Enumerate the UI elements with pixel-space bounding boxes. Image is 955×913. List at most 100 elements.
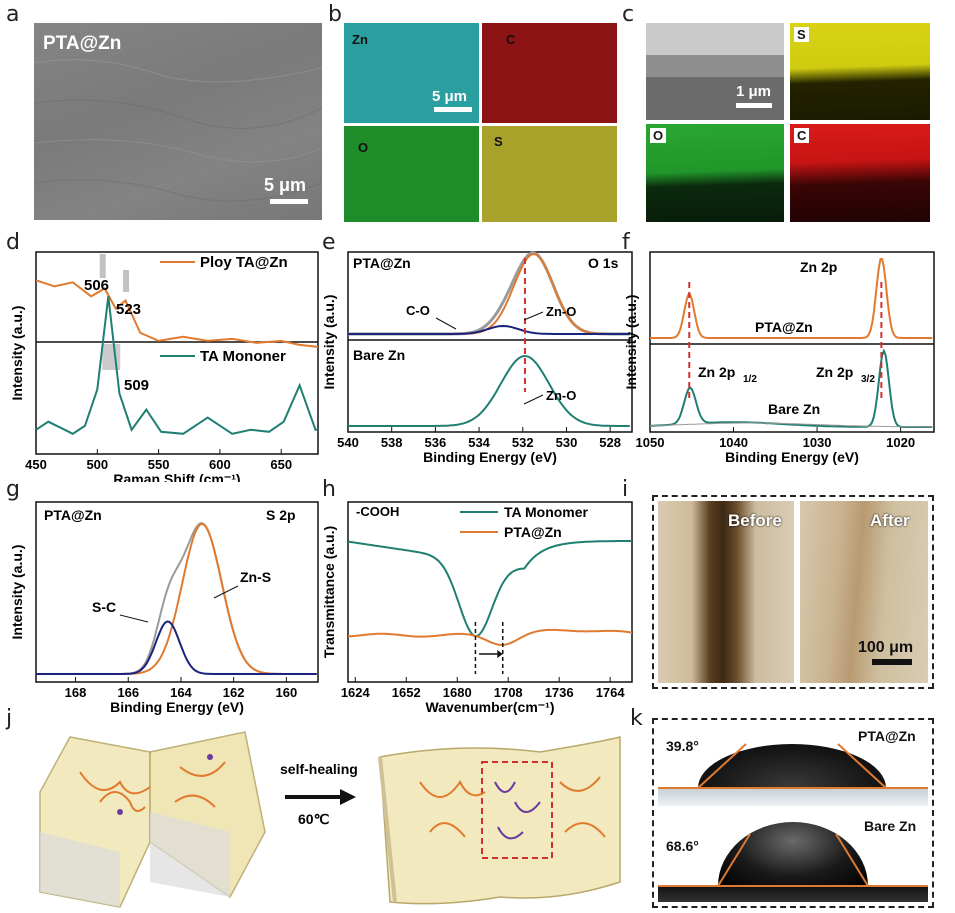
temperature-label: 60℃ [298, 811, 330, 827]
ftir-chart: 1624 1652 1680 1708 1736 1764 Wavenumber(cm⁻¹)… [321, 501, 633, 715]
panel-letter-i: i [622, 477, 629, 502]
peak-label-sub: 1/2 [743, 374, 757, 385]
element-label: S 2p [266, 507, 296, 523]
eds-cross-s: S [790, 23, 930, 120]
legend-label: PTA@Zn [504, 524, 562, 540]
pointer-arrow [523, 311, 544, 321]
component-label: Zn-O [546, 304, 576, 319]
peak-label: Zn 2p [816, 364, 853, 380]
micrograph-frame: Before After 100 μm [652, 495, 934, 689]
x-tick-label: 1680 [443, 685, 472, 700]
panel-letter-c: c [622, 2, 635, 27]
sem-coating-layer [646, 55, 784, 77]
peak-marker [99, 254, 106, 278]
x-tick-label: 600 [209, 457, 231, 472]
x-tick-label: 1020 [886, 435, 915, 450]
y-axis-title: Intensity (a.u.) [623, 295, 639, 390]
x-tick-label: 450 [25, 457, 47, 472]
substrate [658, 788, 928, 806]
contact-angle-value: 39.8° [666, 738, 699, 754]
eds-element-label: O [650, 128, 667, 143]
pointer-arrow [523, 394, 544, 405]
y-axis-title: Intensity (a.u.) [321, 295, 337, 390]
panel-letter-e: e [322, 230, 336, 255]
plot-frame [347, 501, 633, 683]
series-line-pta-zn [347, 628, 633, 646]
x-axis-title: Wavenumber(cm⁻¹) [425, 699, 554, 715]
envelope-line [36, 522, 317, 675]
eds-map-s: S [482, 126, 617, 222]
series-line-ta-mononer [35, 296, 318, 435]
component-label: Zn-O [546, 388, 576, 403]
micrograph-before: Before [658, 501, 794, 683]
x-tick-label: 538 [381, 435, 403, 450]
scale-bar [270, 199, 308, 204]
pointer-arrow [119, 614, 149, 623]
panel-letter-b: b [328, 2, 342, 27]
eds-element-label: Zn [352, 32, 368, 47]
cross-section-sem: 1 μm [646, 23, 784, 120]
x-tick-label: 160 [276, 685, 298, 700]
x-tick-label: 1764 [596, 685, 626, 700]
eds-map-zn: Zn 5 μm [344, 23, 479, 123]
plot-frame [35, 251, 319, 455]
baseline-fit [650, 422, 933, 428]
polymer-block-healed [378, 736, 621, 905]
sample-label: PTA@Zn [353, 255, 411, 271]
x-tick-label: 540 [337, 435, 359, 450]
peak-marker [102, 344, 121, 370]
bare-zn-line [348, 354, 630, 427]
plot-frame [649, 251, 935, 433]
scale-bar [872, 659, 912, 665]
y-axis-title: Intensity (a.u.) [9, 306, 25, 401]
plot-frame [347, 251, 633, 433]
self-healing-schematic: self-healing 60℃ [39, 731, 621, 908]
panel-letter-f: f [622, 230, 630, 255]
scale-bar-label: 100 μm [858, 639, 914, 656]
sample-label: PTA@Zn [858, 728, 916, 744]
x-tick-label: 650 [270, 457, 292, 472]
self-healing-arrow: self-healing 60℃ [280, 761, 358, 827]
eds-map-o: O [344, 126, 479, 222]
panel-letter-k: k [630, 706, 643, 731]
sem-texture [34, 59, 322, 202]
sem-image-pta-zn: PTA@Zn 5 μm [34, 23, 322, 220]
eds-element-label: O [358, 140, 369, 155]
before-label: Before [728, 511, 782, 530]
xps-s2p-chart: 168 166 164 162 160 Binding Energy (eV) Intens… [9, 501, 319, 715]
peak-label: 506 [84, 277, 109, 294]
sample-label: Bare Zn [864, 818, 917, 834]
legend-label: TA Mononer [200, 348, 286, 365]
pointer-arrow [435, 317, 457, 330]
panel-letter-d: d [6, 230, 20, 255]
xps-zn2p-chart: 1050 1040 1030 1020 Binding Energy (eV) Inten… [623, 251, 935, 465]
x-tick-label: 500 [86, 457, 108, 472]
x-tick-label: 534 [468, 435, 490, 450]
x-tick-label: 528 [599, 435, 621, 450]
x-tick-label: 530 [556, 435, 578, 450]
eds-cross-c: C [790, 124, 930, 222]
scale-bar-label: 1 μm [736, 83, 772, 100]
zn-s-component [36, 522, 317, 675]
x-axis-title: Binding Energy (eV) [423, 449, 557, 465]
y-axis-title: Intensity (a.u.) [9, 545, 25, 640]
raman-chart: 450 500 550 600 650 Raman Shift (cm⁻¹) Intensi… [9, 251, 319, 482]
micrograph-after: After 100 μm [800, 501, 928, 683]
component-label: Zn-S [240, 569, 271, 585]
eds-map-c: C [482, 23, 617, 123]
panel-letter-h: h [322, 477, 336, 502]
pta-zn-line [650, 258, 933, 339]
x-tick-label: 166 [117, 685, 139, 700]
scale-bar [434, 107, 472, 112]
xps-o1s-chart: 540 538 536 534 532 530 528 Binding Energy (eV)… [321, 251, 633, 465]
panel-letter-j: j [6, 706, 13, 731]
x-tick-label: 532 [512, 435, 534, 450]
x-tick-label: 164 [170, 685, 192, 700]
eds-element-label: C [506, 32, 516, 47]
eds-cross-o: O [646, 124, 784, 222]
shift-arrow-head [497, 650, 503, 658]
component-label: S-C [92, 599, 116, 615]
after-label: After [870, 511, 910, 530]
sem-sample-label: PTA@Zn [43, 33, 122, 54]
peak-label: Zn 2p [698, 364, 735, 380]
